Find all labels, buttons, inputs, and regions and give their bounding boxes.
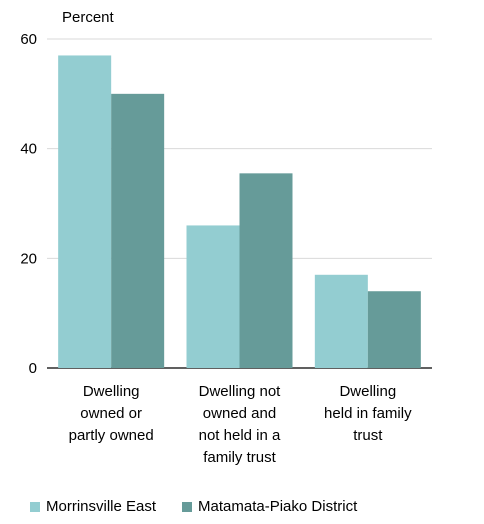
y-axis-label: Percent: [62, 9, 115, 26]
legend: Morrinsville East Matamata-Piako Distric…: [30, 498, 383, 515]
legend-swatch: [30, 501, 40, 512]
category-label: Dwelling not owned and not held in a family…: [199, 383, 282, 466]
bar-1-1: [58, 55, 112, 368]
y-tick-label: 0: [29, 360, 37, 377]
category-labels: Dwelling owned or partly owned Dwelling not…: [69, 383, 412, 466]
y-tick-label: 40: [20, 141, 37, 158]
legend-label: Matamata-Piako District: [198, 498, 358, 515]
bar-2-3: [367, 291, 421, 368]
y-tick-label: 20: [20, 250, 37, 267]
bar-1-2: [186, 225, 240, 368]
legend-item-series-2: Matamata-Piako District: [182, 498, 357, 515]
legend-item-series-1: Morrinsville East: [30, 498, 156, 515]
legend-swatch: [182, 501, 193, 512]
legend-label: Morrinsville East: [46, 498, 157, 515]
bar-chart: Percent 0 20 40 60 Dwelling owned or partly o…: [20, 9, 432, 466]
category-label: Dwelling owned or partly owned: [69, 383, 154, 444]
y-tick-labels: 0 20 40 60: [20, 31, 37, 377]
category-label: Dwelling held in family trust: [324, 383, 412, 444]
bar-2-2: [239, 173, 293, 368]
bar-1-3: [314, 274, 368, 368]
bar-2-1: [111, 93, 165, 368]
y-tick-label: 60: [20, 31, 37, 48]
bars: [58, 55, 421, 368]
